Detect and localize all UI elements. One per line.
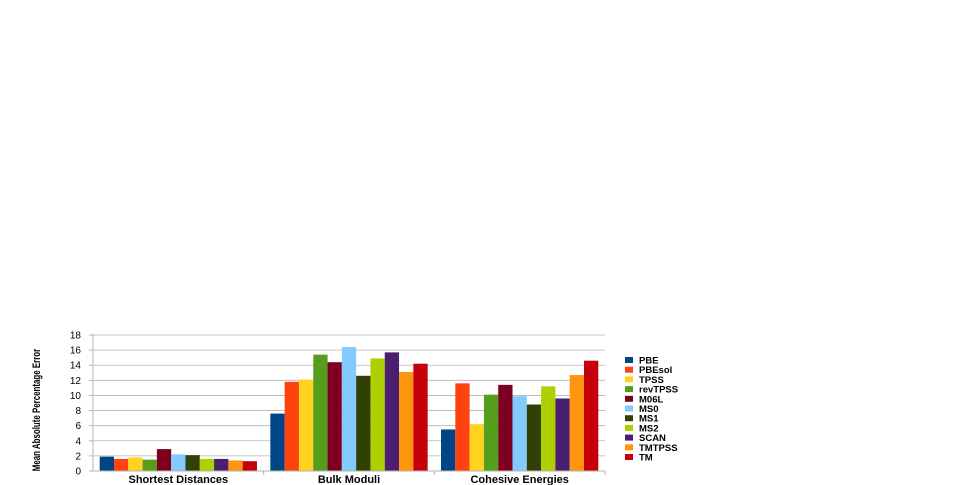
legend-label-revtpss: revTPSS (639, 385, 678, 396)
bar-pbesol-1 (284, 381, 299, 471)
y-tick-label: 10 (70, 391, 82, 402)
y-tick-label: 4 (75, 436, 81, 447)
legend-swatch-pbe (625, 357, 633, 363)
bar-pbe-1 (270, 413, 285, 471)
y-tick-label: 12 (70, 376, 82, 387)
bar-ms2-1 (370, 358, 385, 471)
y-tick-label: 6 (75, 421, 81, 432)
legend-swatch-scan (625, 434, 633, 441)
bar-ms1-2 (526, 404, 542, 471)
y-tick-label: 14 (70, 361, 82, 372)
y-tick-label: 0 (75, 467, 81, 478)
bar-tm-0 (242, 461, 257, 471)
bar-ms0-0 (171, 454, 186, 471)
y-tick-label: 18 (70, 331, 82, 342)
bar-tmtpss-1 (399, 372, 414, 471)
x-axis: Shortest Distances Bulk Moduli Cohesive En… (129, 471, 606, 485)
x-tick-label: Shortest Distances (129, 474, 229, 485)
bar-revtpss-0 (142, 459, 157, 471)
bar-tm-2 (584, 360, 599, 471)
legend-label-ms2: MS2 (639, 423, 659, 434)
y-axis-label: Mean Absolute Percentage Error (31, 349, 44, 472)
bar-ms0-1 (341, 347, 357, 471)
legend-swatch-ms2 (625, 424, 633, 431)
legend-label-tmtpss: TMTPSS (639, 443, 678, 454)
bar-pbe-2 (441, 429, 456, 471)
legend-label-m06l: M06L (639, 394, 663, 405)
bar-scan-0 (214, 458, 229, 471)
bar-ms2-2 (541, 386, 556, 471)
bar-ms1-1 (356, 375, 371, 471)
bar-tm-1 (413, 363, 428, 471)
y-tick-label: 2 (75, 451, 81, 462)
bar-tmtpss-0 (228, 460, 243, 471)
legend-swatch-ms0 (625, 405, 633, 412)
bar-ms1-0 (185, 455, 200, 471)
bar-tpss-0 (128, 457, 143, 471)
legend-label-pbe: PBE (639, 356, 659, 367)
bar-pbe-0 (99, 456, 114, 471)
bar-scan-2 (555, 398, 570, 471)
legend-swatch-pbesol (625, 366, 633, 373)
bar-scan-1 (384, 352, 400, 471)
legend-swatch-ms1 (625, 415, 633, 422)
y-tick-label: 8 (75, 406, 81, 417)
bar-m06l-1 (327, 362, 342, 471)
axes (92, 335, 605, 472)
legend-label-scan: SCAN (639, 433, 666, 444)
x-tick-label: Bulk Moduli (318, 474, 380, 485)
bar-tpss-2 (469, 424, 484, 471)
bars (99, 347, 599, 471)
bar-ms0-2 (512, 396, 527, 471)
y-axis: 0 2 4 6 8 10 12 14 16 18 (70, 331, 93, 478)
bar-m06l-2 (498, 384, 513, 471)
legend-swatch-tm (625, 454, 633, 460)
legend-swatch-tpss (625, 376, 633, 383)
y-tick-label: 16 (70, 346, 82, 357)
bar-pbesol-0 (113, 458, 129, 471)
bar-tmtpss-2 (569, 375, 585, 471)
legend-label-ms0: MS0 (639, 404, 659, 415)
bar-revtpss-1 (313, 354, 328, 471)
legend-label-tpss: TPSS (639, 375, 664, 386)
legend-swatch-tmtpss (625, 444, 633, 451)
bar-m06l-0 (156, 449, 172, 471)
legend-swatch-revtpss (625, 386, 633, 393)
legend-label-pbesol: PBEsol (639, 365, 672, 376)
bar-revtpss-2 (483, 394, 499, 471)
legend-label-tm: TM (639, 453, 653, 464)
bar-ms2-0 (199, 458, 215, 471)
bar-pbesol-2 (455, 383, 470, 471)
x-tick-label: Cohesive Energies (470, 474, 568, 485)
legend-swatch-m06l (625, 395, 633, 402)
legend-label-ms1: MS1 (639, 414, 659, 425)
legend: PBEPBEsolTPSSrevTPSSM06LMS0MS1MS2SCANTMT… (625, 356, 678, 464)
bar-tpss-1 (298, 379, 314, 471)
